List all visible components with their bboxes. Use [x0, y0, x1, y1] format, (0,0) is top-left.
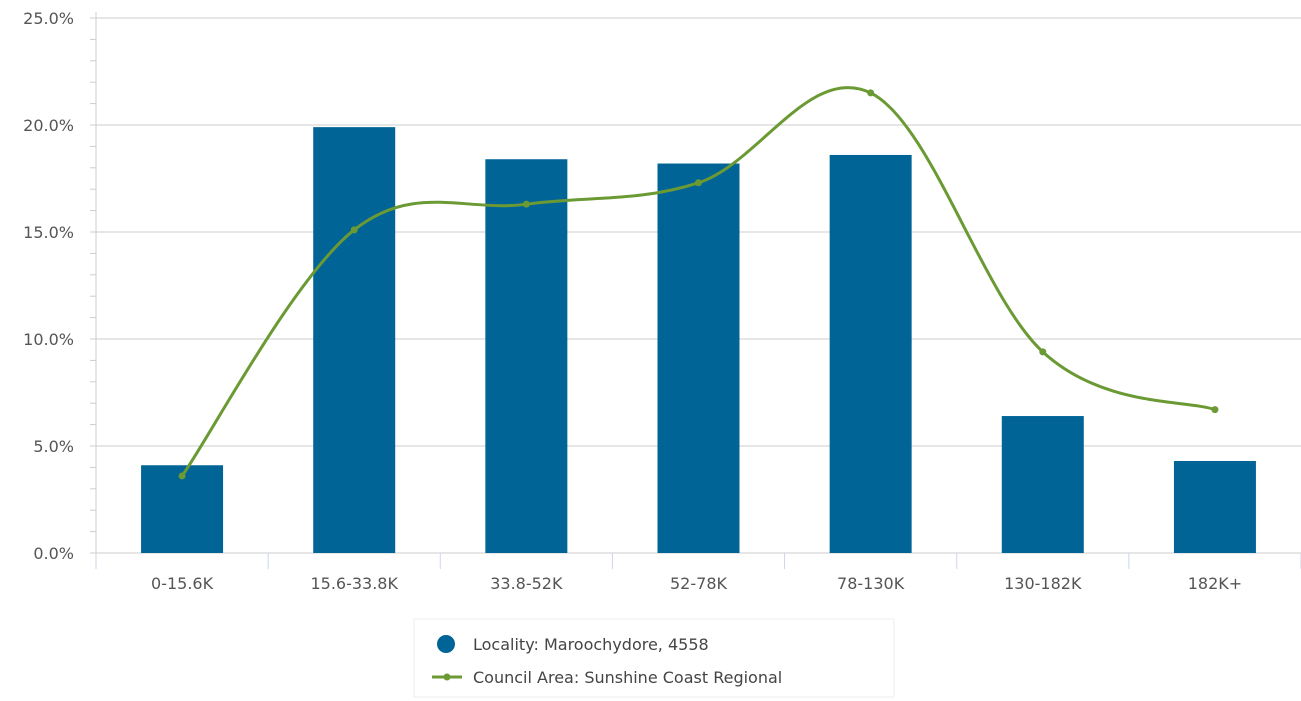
bar[interactable]: [1173, 460, 1256, 553]
bar[interactable]: [141, 465, 224, 553]
bar[interactable]: [829, 154, 912, 553]
y-tick-label: 25.0%: [23, 9, 74, 28]
y-tick-label: 20.0%: [23, 116, 74, 135]
legend-item-locality[interactable]: Locality: Maroochydore, 4558: [473, 635, 709, 654]
x-tick-label: 130-182K: [1004, 574, 1082, 593]
bar[interactable]: [1001, 416, 1084, 553]
bar[interactable]: [313, 127, 396, 553]
bar-series: [141, 127, 1256, 554]
x-tick-label: 33.8-52K: [490, 574, 563, 593]
x-tick-label: 182K+: [1188, 574, 1242, 593]
legend-item-council-area[interactable]: Council Area: Sunshine Coast Regional: [473, 668, 782, 687]
x-tick-label: 15.6-33.8K: [310, 574, 398, 593]
legend-bar-marker-icon[interactable]: [437, 635, 455, 653]
legend-box: [413, 618, 895, 698]
y-tick-label: 10.0%: [23, 330, 74, 349]
line-point[interactable]: [178, 472, 186, 480]
bar[interactable]: [485, 159, 568, 554]
y-tick-label: 5.0%: [33, 437, 74, 456]
line-series: [178, 85, 1219, 480]
line-point[interactable]: [867, 89, 875, 97]
x-tick-label: 52-78K: [670, 574, 727, 593]
axes: 0.0% 5.0% 10.0% 15.0% 20.0% 25.0% 0-15.6K 15.6-…: [23, 9, 1301, 593]
legend-line-dot-icon: [443, 673, 451, 681]
legend[interactable]: Locality: Maroochydore, 4558 Council Are…: [413, 618, 895, 698]
line-point[interactable]: [1039, 348, 1047, 356]
x-tick-label: 0-15.6K: [151, 574, 214, 593]
line-point[interactable]: [350, 226, 358, 234]
line-point[interactable]: [522, 200, 530, 208]
line-point[interactable]: [695, 179, 702, 187]
y-tick-label: 0.0%: [33, 544, 74, 563]
y-tick-label: 15.0%: [23, 223, 74, 242]
line-point[interactable]: [1211, 406, 1219, 414]
bar[interactable]: [657, 163, 740, 553]
x-tick-label: 78-130K: [837, 574, 905, 593]
